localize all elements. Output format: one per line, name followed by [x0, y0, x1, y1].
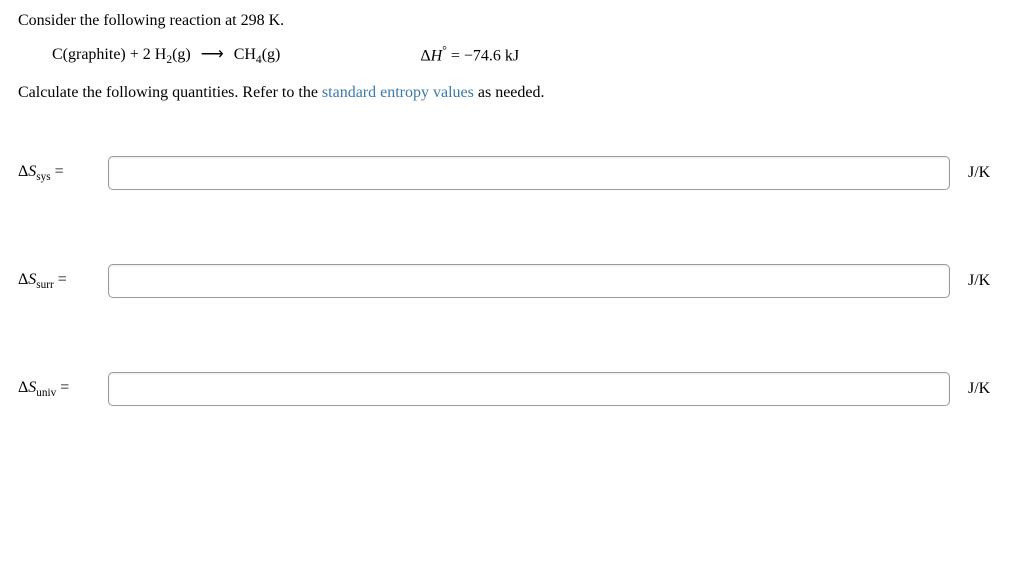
ch4-phase: (g)	[262, 46, 281, 63]
label-surr: ΔSsurr =	[18, 271, 108, 291]
delta-h-value: −74.6 kJ	[464, 47, 519, 64]
intro-text: Consider the following reaction at 298 K…	[18, 12, 1006, 30]
calc-suffix: as needed.	[474, 84, 545, 101]
delta-h: ΔH° = −74.6 kJ	[420, 45, 519, 65]
input-sys[interactable]	[108, 156, 950, 190]
delta: Δ	[18, 271, 28, 288]
sub-sys: sys	[36, 171, 50, 183]
row-sys: ΔSsys = J/K	[18, 156, 1006, 190]
eq: =	[51, 163, 64, 180]
sub-univ: univ	[36, 387, 56, 399]
input-surr[interactable]	[108, 264, 950, 298]
sub-surr: surr	[36, 279, 53, 291]
reaction-equation: C(graphite) + 2 H2(g) ⟶ CH4(g)	[52, 44, 280, 66]
entropy-link[interactable]: standard entropy values	[322, 84, 474, 101]
label-univ: ΔSuniv =	[18, 379, 108, 399]
reaction-line: C(graphite) + 2 H2(g) ⟶ CH4(g) ΔH° = −74…	[52, 44, 1006, 66]
product-text: CH	[234, 46, 256, 63]
delta: Δ	[18, 163, 28, 180]
delta: Δ	[18, 379, 28, 396]
h-italic: H	[431, 47, 443, 64]
unit-univ: J/K	[950, 380, 1006, 398]
equals: =	[447, 47, 464, 64]
label-sys: ΔSsys =	[18, 163, 108, 183]
input-univ[interactable]	[108, 372, 950, 406]
delta-symbol: Δ	[420, 47, 430, 64]
calc-prefix: Calculate the following quantities. Refe…	[18, 84, 322, 101]
unit-surr: J/K	[950, 272, 1006, 290]
h2-phase: (g)	[172, 46, 191, 63]
eq: =	[54, 271, 67, 288]
row-univ: ΔSuniv = J/K	[18, 372, 1006, 406]
unit-sys: J/K	[950, 164, 1006, 182]
eq: =	[56, 379, 69, 396]
calc-instruction: Calculate the following quantities. Refe…	[18, 84, 1006, 102]
row-surr: ΔSsurr = J/K	[18, 264, 1006, 298]
reaction-arrow: ⟶	[201, 46, 224, 63]
reactant-text: C(graphite) + 2 H	[52, 46, 166, 63]
